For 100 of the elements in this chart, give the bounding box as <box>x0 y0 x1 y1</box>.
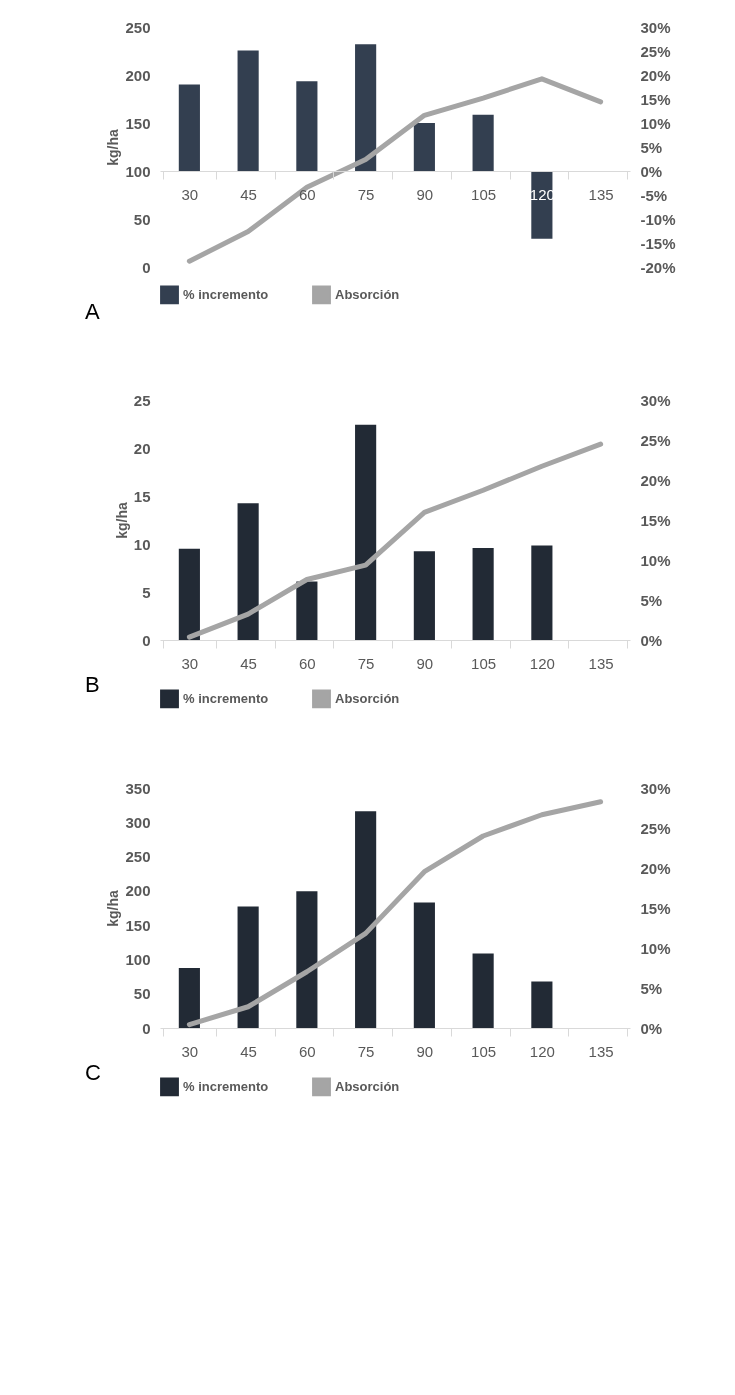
y-tick-label: 100 <box>125 162 151 180</box>
y-tick-label: 5 <box>142 583 151 601</box>
y-tick-label: 0 <box>142 1019 151 1037</box>
y-tick-label: 0 <box>142 631 151 649</box>
y-tick-label: 20 <box>133 439 151 457</box>
x-tick-label: 45 <box>240 185 257 203</box>
y2-tick-label: -20% <box>640 258 676 276</box>
y-tick-label: 150 <box>125 114 151 132</box>
x-tick-label: 60 <box>299 185 316 203</box>
y2-tick-label: 25% <box>640 431 671 449</box>
y2-tick-label: 15% <box>640 899 671 917</box>
y2-tick-label: 10% <box>640 114 671 132</box>
x-tick-label: 30 <box>181 654 199 672</box>
y2-tick-label: 25% <box>640 42 671 60</box>
y2-tick-label: -10% <box>640 210 676 228</box>
x-tick-label: 135 <box>588 1042 614 1060</box>
x-tick-label: 135 <box>588 654 614 672</box>
y-tick-label: 300 <box>125 813 151 831</box>
y-tick-label: 100 <box>125 950 151 968</box>
text: A <box>85 299 100 324</box>
x-tick-label: 45 <box>240 654 257 672</box>
bar <box>178 968 200 1028</box>
y-axis-title: kg/ha <box>105 890 122 927</box>
y-tick-label: 50 <box>133 985 151 1003</box>
y-tick-label: 50 <box>133 210 151 228</box>
y-tick-label: 15 <box>133 487 151 505</box>
bar <box>531 981 553 1028</box>
legend-label: % incremento <box>183 1078 269 1094</box>
y2-tick-label: 20% <box>640 66 671 84</box>
x-tick-label: 120 <box>529 1042 555 1060</box>
bar <box>472 114 494 171</box>
y-axis-title: kg/ha <box>105 129 122 166</box>
x-tick-label: 90 <box>416 185 434 203</box>
y2-tick-label: 10% <box>640 939 671 957</box>
bar <box>296 891 318 1028</box>
y2-tick-label: 10% <box>640 551 671 569</box>
x-tick-label: 30 <box>181 1042 199 1060</box>
legend-label: Absorción <box>335 690 400 706</box>
x-tick-label: 135 <box>588 185 614 203</box>
y-tick-label: 250 <box>125 848 151 866</box>
y2-tick-label: 30% <box>640 779 671 797</box>
y2-tick-label: 20% <box>640 471 671 489</box>
bar <box>237 503 259 640</box>
bar <box>237 906 259 1028</box>
y2-tick-label: 25% <box>640 819 671 837</box>
y2-tick-label: 0% <box>640 1019 663 1037</box>
x-tick-label: 105 <box>471 654 497 672</box>
x-tick-label: 105 <box>471 185 497 203</box>
y2-tick-label: -15% <box>640 234 676 252</box>
y2-tick-label: 0% <box>640 162 663 180</box>
x-tick-label: 75 <box>357 185 375 203</box>
y2-tick-label: -5% <box>640 186 668 204</box>
x-tick-label: 90 <box>416 1042 434 1060</box>
legend-label: Absorción <box>335 286 400 302</box>
y-axis-title: kg/ha <box>113 502 130 539</box>
y2-tick-label: 15% <box>640 90 671 108</box>
y-tick-label: 350 <box>125 779 151 797</box>
x-tick-label: 45 <box>240 1042 257 1060</box>
y-tick-label: 150 <box>125 916 151 934</box>
bar <box>178 548 200 640</box>
y2-tick-label: 30% <box>640 18 671 36</box>
bar <box>355 44 377 171</box>
y-tick-label: 200 <box>125 882 151 900</box>
bar <box>531 545 553 640</box>
text: B <box>85 672 100 697</box>
bar <box>355 811 377 1028</box>
bar <box>413 902 435 1028</box>
x-tick-label: 90 <box>416 654 434 672</box>
y-tick-label: 10 <box>133 535 151 553</box>
y-tick-label: 200 <box>125 66 151 84</box>
x-tick-label: 120 <box>529 654 555 672</box>
text: C <box>85 1060 101 1085</box>
x-tick-label: 60 <box>299 1042 316 1060</box>
y2-tick-label: 30% <box>640 391 671 409</box>
y2-tick-label: 15% <box>640 511 671 529</box>
y2-tick-label: 5% <box>640 138 663 156</box>
x-tick-label: 75 <box>357 1042 375 1060</box>
y2-tick-label: 20% <box>640 859 671 877</box>
bar <box>296 81 318 171</box>
y2-tick-label: 0% <box>640 631 663 649</box>
bar <box>355 424 377 640</box>
x-tick-label: 75 <box>357 654 375 672</box>
legend-label: % incremento <box>183 286 269 302</box>
bar <box>472 953 494 1028</box>
bar <box>237 50 259 171</box>
y-tick-label: 0 <box>142 258 151 276</box>
y-tick-label: 25 <box>133 391 151 409</box>
x-tick-label: 30 <box>181 185 199 203</box>
bar <box>531 171 553 239</box>
bar <box>472 548 494 640</box>
x-tick-label: 105 <box>471 1042 497 1060</box>
bar <box>296 581 318 640</box>
y2-tick-label: 5% <box>640 979 663 997</box>
y-tick-label: 250 <box>125 18 151 36</box>
legend-label: Absorción <box>335 1078 400 1094</box>
x-tick-label: 60 <box>299 654 316 672</box>
y2-tick-label: 5% <box>640 591 663 609</box>
legend-label: % incremento <box>183 690 269 706</box>
bar <box>178 84 200 171</box>
bar <box>413 551 435 640</box>
